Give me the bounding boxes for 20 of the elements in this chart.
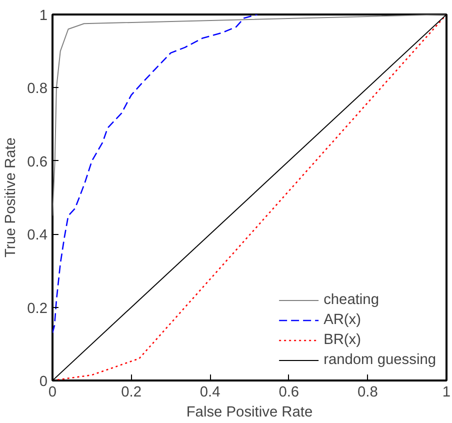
legend-label: AR(x) xyxy=(324,312,362,328)
line-series xyxy=(52,14,446,216)
x-tick-label: 0.8 xyxy=(358,384,378,400)
line-series xyxy=(52,14,446,380)
x-tick-label: 0.2 xyxy=(121,384,142,400)
legend-label: BR(x) xyxy=(324,332,362,348)
y-axis-title: True Positive Rate xyxy=(3,137,20,258)
y-tick-label: 0.6 xyxy=(27,154,48,170)
x-tick-label: 0.4 xyxy=(200,384,220,400)
line-series xyxy=(52,14,258,334)
x-tick-label: 0.6 xyxy=(278,384,300,400)
x-tick-label: 1 xyxy=(442,384,451,400)
legend-label: cheating xyxy=(324,292,379,308)
x-axis-title: False Positive Rate xyxy=(186,404,313,420)
y-tick-label: 0 xyxy=(39,374,48,390)
legend-label: random guessing xyxy=(324,352,436,368)
y-tick-label: 1 xyxy=(39,8,48,24)
y-tick-label: 0.2 xyxy=(27,300,48,317)
y-tick-label: 0.4 xyxy=(27,228,48,244)
y-tick-label: 0.8 xyxy=(27,81,48,98)
